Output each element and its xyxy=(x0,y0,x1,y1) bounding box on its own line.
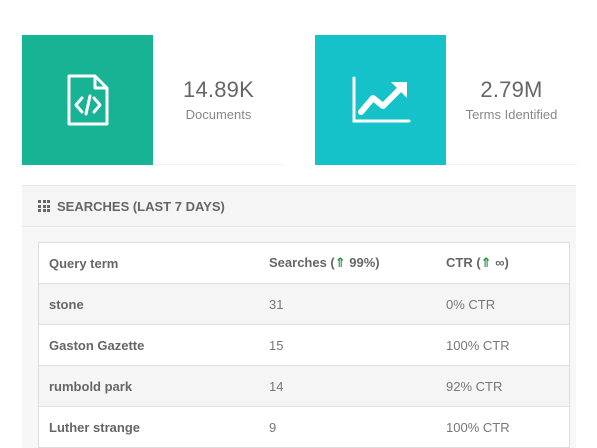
searches-panel-header: SEARCHES (LAST 7 DAYS) xyxy=(22,186,576,227)
terms-icon-box xyxy=(315,35,446,165)
searches-panel-title: SEARCHES (LAST 7 DAYS) xyxy=(57,198,225,214)
table-row[interactable]: Gaston Gazette 15 100% CTR xyxy=(39,324,569,365)
query-term-column-header[interactable]: Query term xyxy=(49,255,119,271)
terms-label: Terms Identified xyxy=(465,107,558,122)
ctr-cell: 92% CTR xyxy=(446,378,503,394)
ctr-column-header[interactable]: CTR (⇑ ∞) xyxy=(446,255,509,270)
grid-icon xyxy=(38,200,50,212)
query-term-cell[interactable]: Gaston Gazette xyxy=(49,337,145,353)
searches-count-cell: 9 xyxy=(269,419,277,435)
documents-stat-text: 14.89K Documents xyxy=(153,35,284,165)
file-code-icon xyxy=(67,74,108,126)
documents-icon-box xyxy=(22,35,153,165)
ctr-up-arrow-icon: ⇑ xyxy=(480,255,492,270)
searches-count-cell: 14 xyxy=(269,378,284,394)
searches-up-arrow-icon: ⇑ xyxy=(334,255,346,270)
query-term-cell[interactable]: stone xyxy=(49,296,84,312)
documents-stat-card: 14.89K Documents xyxy=(22,35,284,165)
table-header-row: Query term Searches (⇑ 99%) CTR (⇑ ∞) xyxy=(39,243,569,283)
query-term-cell[interactable]: Luther strange xyxy=(49,419,141,435)
query-term-cell[interactable]: rumbold park xyxy=(49,378,133,394)
ctr-cell: 100% CTR xyxy=(446,419,510,435)
searches-panel: SEARCHES (LAST 7 DAYS) Query term Search… xyxy=(22,185,576,448)
ctr-cell: 100% CTR xyxy=(446,337,510,353)
table-row[interactable]: Luther strange 9 100% CTR xyxy=(39,406,569,447)
terms-count: 2.79M xyxy=(480,77,543,102)
documents-label: Documents xyxy=(185,107,252,122)
searches-table: Query term Searches (⇑ 99%) CTR (⇑ ∞) st… xyxy=(38,242,570,448)
documents-count: 14.89K xyxy=(183,77,254,102)
table-row[interactable]: rumbold park 14 92% CTR xyxy=(39,365,569,406)
searches-count-cell: 15 xyxy=(269,337,284,353)
terms-stat-card: 2.79M Terms Identified xyxy=(315,35,577,165)
ctr-cell: 0% CTR xyxy=(446,296,496,312)
terms-stat-text: 2.79M Terms Identified xyxy=(446,35,577,165)
trend-chart-icon xyxy=(352,76,410,123)
table-row[interactable]: stone 31 0% CTR xyxy=(39,283,569,324)
searches-column-header[interactable]: Searches (⇑ 99%) xyxy=(269,255,380,270)
searches-count-cell: 31 xyxy=(269,296,284,312)
